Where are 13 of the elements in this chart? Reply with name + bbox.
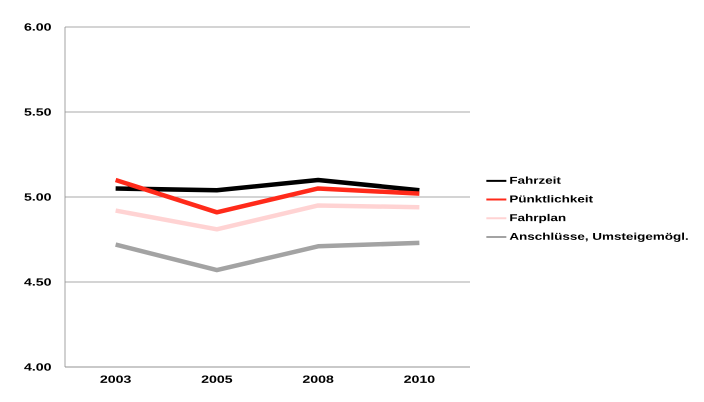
y-tick-label: 6.00 [24,23,51,31]
x-tick-label: 2003 [100,376,131,383]
y-tick-label: 4.00 [24,363,51,371]
legend-label: Anschlüsse, Umsteigemögl. [510,232,688,242]
legend-label: Fahrzeit [510,176,561,184]
x-tick-label: 2010 [404,376,435,383]
x-tick-label: 2005 [202,376,232,383]
legend-label: Fahrplan [510,214,566,224]
y-tick-label: 5.50 [24,108,51,116]
y-tick-label: 4.50 [24,278,51,286]
y-tick-label: 5.00 [24,193,51,201]
x-tick-label: 2008 [302,376,334,383]
legend-label: Pünktlichkeit [510,195,593,203]
